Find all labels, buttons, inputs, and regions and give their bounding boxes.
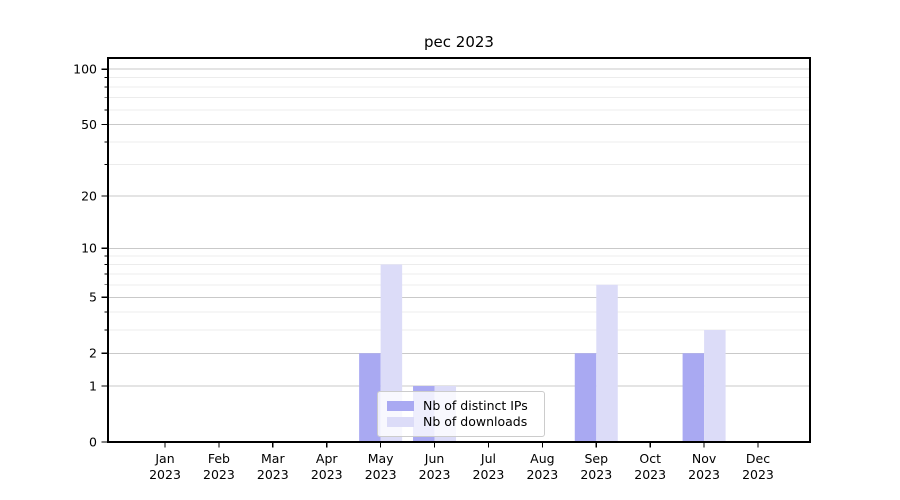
x-tick-label-month: Sep <box>584 451 608 466</box>
x-tick-label-month: Oct <box>639 451 661 466</box>
x-tick-label-month: Aug <box>530 451 554 466</box>
x-tick-label-year: 2023 <box>149 467 181 482</box>
x-tick-label-year: 2023 <box>419 467 451 482</box>
chart-legend: Nb of distinct IPs Nb of downloads <box>377 391 545 437</box>
y-tick-label: 20 <box>81 188 97 203</box>
x-tick-label-month: Feb <box>208 451 230 466</box>
legend-item-downloads: Nb of downloads <box>387 414 544 429</box>
legend-item-distinct-ips: Nb of distinct IPs <box>387 397 544 413</box>
x-tick-label-year: 2023 <box>580 467 612 482</box>
bar-nb-of-distinct-ips-nov <box>682 353 705 442</box>
y-tick-label: 1 <box>89 378 97 393</box>
x-tick-label-year: 2023 <box>473 467 505 482</box>
y-tick-label: 2 <box>89 346 97 361</box>
plot-border <box>107 57 811 443</box>
bar-nb-of-distinct-ips-may <box>359 353 381 442</box>
x-tick-label-month: Nov <box>692 451 717 466</box>
x-tick-label-year: 2023 <box>365 467 397 482</box>
x-tick-label-year: 2023 <box>257 467 289 482</box>
bar-nb-of-distinct-ips-sep <box>574 353 597 442</box>
x-tick-label-month: Jun <box>424 451 445 466</box>
y-tick-label: 10 <box>81 241 97 256</box>
legend-swatch-distinct-ips <box>387 400 414 411</box>
y-tick-label: 0 <box>89 434 97 449</box>
bar-nb-of-downloads-nov <box>704 330 726 442</box>
x-tick-label-year: 2023 <box>742 467 774 482</box>
y-tick-label: 5 <box>89 290 97 305</box>
x-tick-label-month: Jul <box>480 451 496 466</box>
legend-label-downloads: Nb of downloads <box>423 414 528 429</box>
x-tick-label-month: Jan <box>154 451 174 466</box>
chart-title: pec 2023 <box>424 33 494 51</box>
x-tick-label-month: Dec <box>746 451 770 466</box>
y-tick-label: 100 <box>73 62 97 77</box>
x-tick-label-year: 2023 <box>634 467 666 482</box>
x-tick-label-month: May <box>368 451 394 466</box>
x-tick-label-year: 2023 <box>311 467 343 482</box>
x-tick-label-year: 2023 <box>526 467 558 482</box>
x-tick-label-year: 2023 <box>203 467 235 482</box>
legend-label-distinct-ips: Nb of distinct IPs <box>423 397 528 413</box>
legend-swatch-downloads <box>387 417 414 428</box>
x-tick-label-month: Apr <box>316 451 338 466</box>
x-tick-label-year: 2023 <box>688 467 720 482</box>
x-tick-label-month: Mar <box>261 451 285 466</box>
bar-nb-of-downloads-sep <box>596 284 618 442</box>
y-tick-label: 50 <box>81 117 97 132</box>
